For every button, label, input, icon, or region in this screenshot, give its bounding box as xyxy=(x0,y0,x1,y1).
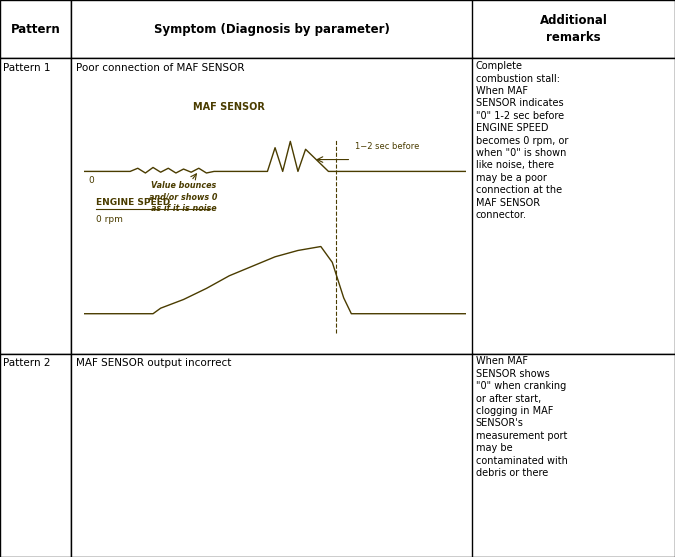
Text: Pattern 2: Pattern 2 xyxy=(3,358,51,368)
Bar xyxy=(71,0,472,58)
Text: Poor connection of MAF SENSOR: Poor connection of MAF SENSOR xyxy=(76,63,245,73)
Bar xyxy=(472,58,675,354)
Text: 1−2 sec before: 1−2 sec before xyxy=(355,141,420,150)
Text: MAF SENSOR output incorrect: MAF SENSOR output incorrect xyxy=(76,358,232,368)
Text: 0 rpm: 0 rpm xyxy=(96,215,123,224)
Text: Value bounces
and/or shows 0
as if it is noise: Value bounces and/or shows 0 as if it is… xyxy=(149,181,218,213)
Text: Pattern: Pattern xyxy=(11,23,60,36)
Text: When MAF
SENSOR shows
"0" when cranking
or after start,
clogging in MAF
SENSOR's: When MAF SENSOR shows "0" when cranking … xyxy=(476,356,568,478)
Bar xyxy=(472,0,675,58)
Text: ENGINE SPEED: ENGINE SPEED xyxy=(96,198,170,207)
Bar xyxy=(0,58,71,354)
Text: Symptom (Diagnosis by parameter): Symptom (Diagnosis by parameter) xyxy=(154,23,389,36)
Bar xyxy=(0,0,71,58)
Bar xyxy=(71,58,472,354)
Bar xyxy=(71,354,472,557)
Bar xyxy=(472,354,675,557)
Bar xyxy=(0,354,71,557)
Text: 0: 0 xyxy=(88,176,94,185)
Text: Additional
remarks: Additional remarks xyxy=(540,14,608,44)
Text: Pattern 1: Pattern 1 xyxy=(3,63,51,73)
Text: MAF SENSOR: MAF SENSOR xyxy=(193,102,265,112)
Text: Complete
combustion stall:
When MAF
SENSOR indicates
"0" 1-2 sec before
ENGINE S: Complete combustion stall: When MAF SENS… xyxy=(476,61,568,220)
